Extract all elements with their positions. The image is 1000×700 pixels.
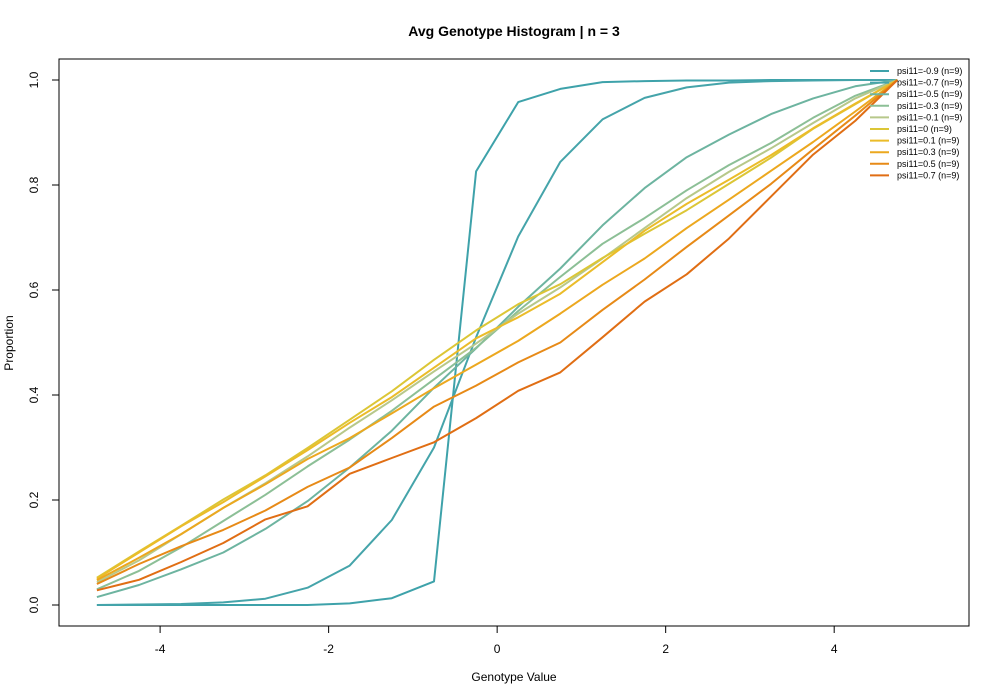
legend-entry-label: psi11=0.5 (n=9) bbox=[897, 159, 959, 169]
y-tick-label: 0.8 bbox=[27, 176, 41, 193]
legend-entry-label: psi11=0.3 (n=9) bbox=[897, 147, 959, 157]
legend-entry-label: psi11=0 (n=9) bbox=[897, 124, 952, 134]
y-tick-label: 0.6 bbox=[27, 281, 41, 298]
x-axis: -4 -2 0 2 4 bbox=[155, 625, 838, 656]
series-line-1 bbox=[96, 79, 898, 606]
legend-entry-label: psi11=0.1 (n=9) bbox=[897, 136, 959, 146]
series-line-4 bbox=[96, 79, 898, 584]
series-lines bbox=[96, 79, 899, 606]
series-line-8 bbox=[96, 79, 899, 585]
series-line-7 bbox=[96, 79, 898, 582]
legend-entry-label: psi11=-0.3 (n=9) bbox=[897, 101, 962, 111]
legend-entry-label: psi11=-0.1 (n=9) bbox=[897, 112, 962, 122]
series-line-2 bbox=[96, 79, 898, 599]
x-tick-label: -4 bbox=[155, 642, 166, 656]
series-line-0 bbox=[96, 79, 898, 606]
y-tick-label: 0.4 bbox=[27, 386, 41, 403]
x-tick-label: 2 bbox=[662, 642, 669, 656]
y-axis-label: Proportion bbox=[2, 315, 16, 370]
series-line-5 bbox=[96, 79, 898, 579]
y-tick-label: 1.0 bbox=[27, 71, 41, 88]
chart-title: Avg Genotype Histogram | n = 3 bbox=[408, 23, 620, 39]
legend: psi11=-0.9 (n=9)psi11=-0.7 (n=9)psi11=-0… bbox=[870, 66, 962, 180]
y-axis: 0.0 0.2 0.4 0.6 0.8 1.0 bbox=[27, 71, 60, 613]
y-tick-label: 0.0 bbox=[27, 596, 41, 613]
x-axis-label: Genotype Value bbox=[471, 670, 556, 684]
x-tick-label: 4 bbox=[831, 642, 838, 656]
series-line-9 bbox=[96, 79, 899, 592]
legend-entry-label: psi11=-0.7 (n=9) bbox=[897, 78, 962, 88]
legend-entry-label: psi11=-0.9 (n=9) bbox=[897, 66, 962, 76]
x-tick-label: -2 bbox=[323, 642, 334, 656]
series-line-6 bbox=[96, 79, 898, 580]
legend-entry-label: psi11=-0.5 (n=9) bbox=[897, 89, 962, 99]
legend-entry-label: psi11=0.7 (n=9) bbox=[897, 170, 959, 180]
x-tick-label: 0 bbox=[494, 642, 501, 656]
y-tick-label: 0.2 bbox=[27, 491, 41, 508]
